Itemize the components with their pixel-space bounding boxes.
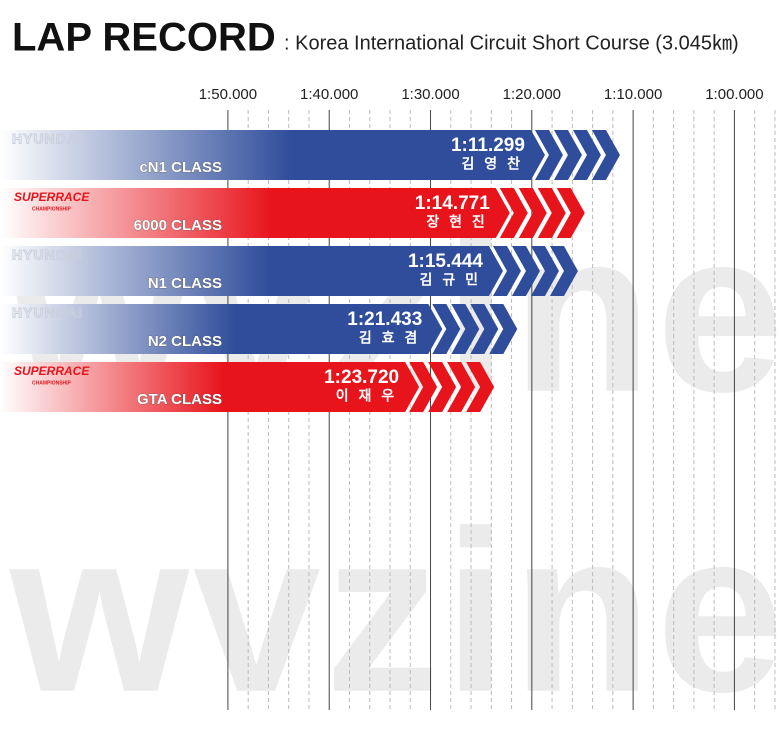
- bar: [0, 130, 620, 180]
- brand-logo: HYUNDAI: [12, 131, 83, 147]
- class-label: N2 CLASS: [148, 333, 222, 350]
- x-tick-label: 1:10.000: [604, 86, 662, 103]
- bar: [0, 188, 585, 238]
- driver-name: 장 현 진: [426, 214, 487, 230]
- class-label: 6000 CLASS: [134, 217, 222, 234]
- x-tick-label: 1:20.000: [503, 86, 561, 103]
- value-label: 1:11.299: [451, 135, 525, 156]
- brand-logo: HYUNDAI: [12, 305, 83, 321]
- driver-name: 김 규 민: [420, 272, 481, 288]
- x-tick-label: 1:30.000: [401, 86, 459, 103]
- driver-name: 이 재 우: [336, 388, 397, 404]
- value-label: 1:23.720: [324, 367, 399, 388]
- bar: [0, 362, 495, 412]
- brand-logo: HYUNDAI: [12, 247, 83, 263]
- value-label: 1:15.444: [408, 251, 483, 272]
- brand-subtitle: CHAMPIONSHIP: [32, 206, 72, 212]
- brand-logo: SUPERRACE: [14, 364, 90, 378]
- x-tick-label: 1:00.000: [705, 86, 763, 103]
- driver-name: 김 영 찬: [462, 156, 523, 172]
- brand-logo: SUPERRACE: [14, 190, 90, 204]
- watermark: wvzine: [9, 483, 780, 731]
- class-label: cN1 CLASS: [139, 159, 222, 176]
- value-label: 1:21.433: [347, 309, 422, 330]
- class-label: GTA CLASS: [137, 391, 222, 408]
- x-tick-label: 1:40.000: [300, 86, 358, 103]
- chart-subtitle: : Korea International Circuit Short Cour…: [284, 32, 739, 54]
- driver-name: 김 효 겸: [359, 330, 420, 346]
- class-label: N1 CLASS: [148, 275, 222, 292]
- brand-subtitle: CHAMPIONSHIP: [32, 380, 72, 386]
- x-tick-label: 1:50.000: [199, 86, 257, 103]
- bar: [0, 304, 518, 354]
- bar: [0, 246, 578, 296]
- chart-title: LAP RECORD: [12, 16, 276, 60]
- value-label: 1:14.771: [415, 193, 490, 214]
